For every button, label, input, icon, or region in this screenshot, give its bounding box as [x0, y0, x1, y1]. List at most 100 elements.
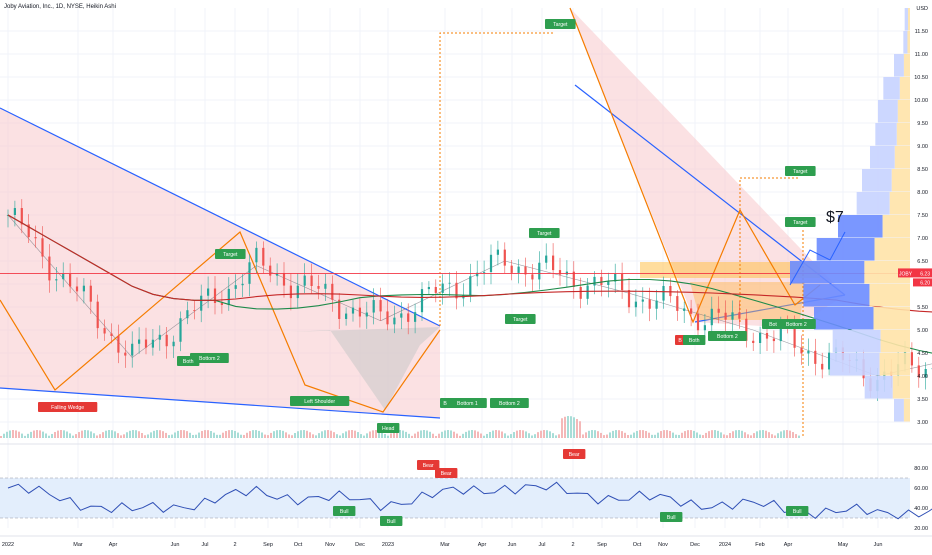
volume-bar [522, 430, 524, 438]
volume-bar [423, 430, 425, 438]
time-axis-tick: 2 [571, 542, 574, 548]
volume-bar [747, 434, 749, 438]
volume-profile-bar [814, 307, 874, 330]
volume-bar [321, 431, 323, 438]
volume-bar [786, 430, 788, 438]
volume-profile-bar-up [893, 376, 910, 399]
volume-profile-bar [875, 123, 896, 146]
volume-profile-bar [905, 8, 908, 31]
volume-profile-bar-up [875, 238, 910, 261]
volume-bar [351, 430, 353, 438]
volume-bar [498, 430, 500, 438]
candle-body [311, 276, 313, 286]
volume-profile-bar-up [890, 192, 910, 215]
volume-profile-bar [833, 330, 881, 353]
price-axis-tick: 8.00 [917, 190, 928, 196]
volume-bar [375, 430, 377, 438]
candle-body [731, 312, 733, 319]
volume-bar [363, 436, 365, 438]
volume-bar [213, 433, 215, 438]
candle-body [124, 353, 126, 356]
candle-body [428, 287, 430, 289]
volume-profile-bar [894, 399, 904, 422]
volume-bar [147, 434, 149, 438]
annotation-label: Falling Wedge [51, 405, 84, 411]
volume-bar [597, 431, 599, 438]
volume-bar [654, 435, 656, 438]
annotation-label: Both [183, 359, 194, 365]
volume-bar [414, 434, 416, 438]
volume-bar [291, 435, 293, 438]
volume-bar [552, 433, 554, 438]
volume-bar [405, 432, 407, 438]
volume-bar [615, 430, 617, 438]
candle-body [814, 351, 816, 364]
volume-bar [48, 436, 50, 438]
volume-bar [648, 433, 650, 438]
volume-bar [717, 431, 719, 438]
annotation-label: Both [689, 338, 700, 344]
volume-bar [297, 431, 299, 438]
volume-profile-bar-up [883, 215, 910, 238]
candle-body [262, 248, 264, 266]
volume-bar [486, 434, 488, 438]
rsi-axis-tick: 20.00 [914, 526, 928, 532]
volume-bar [750, 435, 752, 438]
volume-bar [618, 430, 620, 438]
volume-bar [327, 430, 329, 438]
volume-bar [483, 436, 485, 438]
candle-body [545, 256, 547, 263]
volume-bar [192, 435, 194, 438]
volume-bar [63, 430, 65, 438]
annotation-label: Bottom 2 [786, 322, 807, 328]
volume-bar [108, 430, 110, 438]
volume-bar [165, 433, 167, 438]
volume-bar [24, 436, 26, 438]
volume-bar [222, 433, 224, 438]
candle-body [497, 250, 499, 255]
candle-body [711, 309, 713, 325]
volume-bar [708, 431, 710, 438]
candle-body [14, 208, 16, 215]
volume-bar [567, 416, 569, 438]
volume-bar [384, 434, 386, 438]
volume-bar [177, 431, 179, 438]
volume-bar [231, 430, 233, 438]
candle-body [442, 284, 444, 293]
volume-bar [450, 430, 452, 438]
volume-bar [366, 433, 368, 438]
candle-body [373, 300, 375, 312]
volume-bar [411, 436, 413, 438]
annotation-label: B [443, 401, 447, 407]
volume-bar [105, 431, 107, 438]
candle-body [228, 289, 230, 305]
volume-bar [456, 434, 458, 438]
volume-bar [390, 433, 392, 438]
volume-bar [738, 430, 740, 438]
volume-bar [465, 432, 467, 438]
volume-bar [711, 430, 713, 438]
volume-bar [759, 430, 761, 438]
volume-bar [516, 431, 518, 438]
candle-body [283, 273, 285, 286]
volume-bar [765, 431, 767, 438]
volume-bar [198, 433, 200, 438]
volume-profile-bar-up [908, 8, 910, 31]
annotation-label: Target [537, 231, 552, 237]
candle-body [207, 289, 209, 296]
volume-bar [279, 430, 281, 438]
candle-body [669, 286, 671, 296]
volume-bar [234, 431, 236, 438]
volume-bar [210, 431, 212, 438]
volume-bar [324, 430, 326, 438]
candle-body [324, 284, 326, 289]
volume-bar [57, 431, 59, 438]
candle-body [345, 314, 347, 319]
volume-bar [444, 430, 446, 438]
price-axis-tick: 10.00 [914, 98, 928, 104]
volume-bar [621, 431, 623, 438]
candle-body [48, 257, 50, 281]
volume-bar [489, 432, 491, 438]
volume-profile-bar [857, 192, 890, 215]
